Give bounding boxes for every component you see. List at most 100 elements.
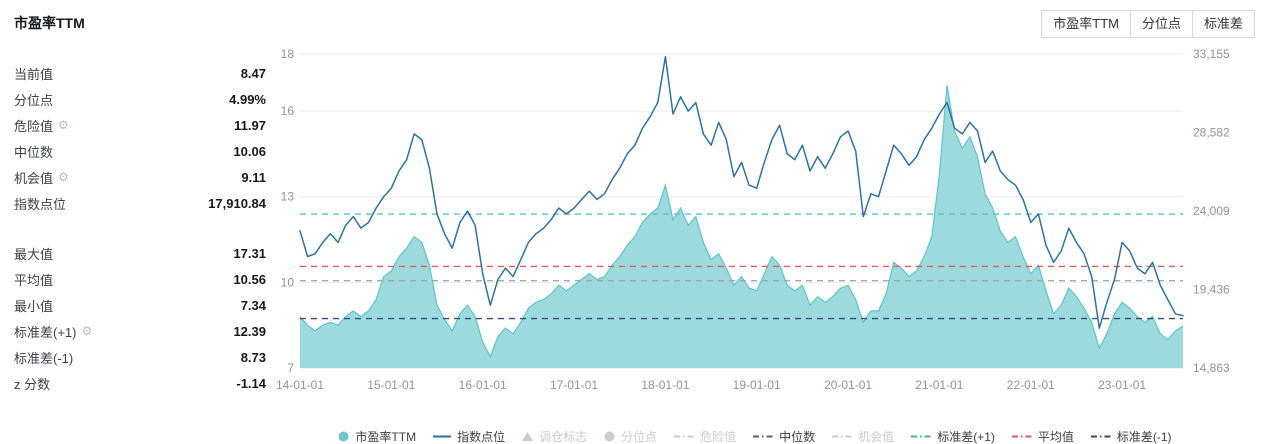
stat-group: 当前值 8.47 分位点 4.99% 危险值 ⚙ 11.97 中位数 10.06 机会值 ⚙ 9.11…	[14, 60, 266, 216]
index-line-series	[299, 56, 1184, 329]
stat-value: 10.06	[233, 143, 266, 159]
stat-value: -1.14	[236, 375, 266, 391]
svg-text:33,155: 33,155	[1193, 47, 1230, 61]
legend-item[interactable]: 机会值	[831, 428, 894, 444]
svg-text:28,582: 28,582	[1193, 126, 1230, 140]
line-marker-icon	[433, 435, 452, 437]
legend-label: 危险值	[700, 429, 737, 444]
page-title: 市盈率TTM	[14, 15, 85, 31]
metric-tab-group: 市盈率TTM 分位点 标准差	[1041, 10, 1255, 38]
stats-panel: 当前值 8.47 分位点 4.99% 危险值 ⚙ 11.97 中位数 10.06 机会值 ⚙ 9.11…	[14, 44, 266, 420]
x-axis: 14-01-01 15-01-01 16-01-01 17-01-01 18-01-01…	[276, 378, 1146, 392]
stat-label: 机会值	[14, 170, 54, 186]
legend-item[interactable]: 标准差(+1)	[910, 428, 995, 444]
svg-text:14,863: 14,863	[1193, 361, 1230, 375]
pe-area-series	[299, 85, 1184, 369]
stat-row: 分位点 4.99%	[14, 86, 266, 112]
svg-text:15-01-01: 15-01-01	[367, 378, 415, 392]
svg-text:24,009: 24,009	[1193, 204, 1230, 218]
svg-text:18: 18	[281, 47, 295, 61]
legend-label: 调仓标志	[539, 429, 588, 444]
stat-row: 机会值 ⚙ 9.11	[14, 164, 266, 190]
legend-label: 指数点位	[457, 429, 506, 444]
stat-row: z 分数 -1.14	[14, 370, 266, 396]
legend-item[interactable]: 市盈率TTM	[337, 428, 416, 444]
chart-legend: 市盈率TTM 指数点位 调仓标志 分位点 危险值 中位数 机会值 标准差(+1) 平均值 标准差(…	[254, 420, 1255, 444]
stat-label: 标准差(+1)	[14, 324, 77, 340]
svg-text:19-01-01: 19-01-01	[733, 378, 781, 392]
svg-text:23-01-01: 23-01-01	[1098, 378, 1146, 392]
triangle-marker-icon	[522, 431, 534, 441]
stat-row: 危险值 ⚙ 11.97	[14, 112, 266, 138]
legend-item[interactable]: 中位数	[752, 428, 815, 444]
stat-value: 4.99%	[229, 91, 266, 107]
stat-label: 标准差(-1)	[14, 350, 74, 366]
stat-group: 最大值 17.31 平均值 10.56 最小值 7.34 标准差(+1) ⚙ 12.39 标准差(…	[14, 240, 266, 396]
gear-icon[interactable]: ⚙	[58, 170, 69, 184]
legend-item[interactable]: 标准差(-1)	[1090, 428, 1172, 444]
chart-area: 7 10 13 16 18 14,863 19,436 24,009 28,582 33,155 1…	[266, 44, 1255, 420]
svg-text:13: 13	[281, 190, 295, 204]
svg-text:19,436: 19,436	[1193, 283, 1230, 297]
dash-marker-icon	[674, 435, 695, 437]
dash-marker-icon	[753, 435, 774, 437]
stat-label: 中位数	[14, 144, 54, 160]
legend-item[interactable]: 调仓标志	[521, 428, 587, 444]
dash-marker-icon	[832, 435, 853, 437]
main-content: 当前值 8.47 分位点 4.99% 危险值 ⚙ 11.97 中位数 10.06 机会值 ⚙ 9.11…	[14, 44, 1255, 420]
valuation-chart[interactable]: 71013161814,86319,43624,00928,58233,1551…	[266, 44, 1251, 398]
legend-label: 市盈率TTM	[355, 429, 417, 444]
svg-text:17-01-01: 17-01-01	[550, 378, 598, 392]
svg-text:14-01-01: 14-01-01	[276, 378, 324, 392]
reference-lines	[300, 213, 1183, 320]
legend-item[interactable]: 指数点位	[432, 428, 505, 444]
dash-marker-icon	[911, 435, 932, 437]
stat-value: 8.47	[240, 65, 266, 81]
tab-percentile[interactable]: 分位点	[1129, 10, 1193, 38]
stat-value: 12.39	[233, 323, 266, 339]
stat-value: 8.73	[240, 349, 266, 365]
stat-label: 平均值	[14, 272, 54, 288]
stat-label: 分位点	[14, 92, 54, 108]
circle-marker-icon	[604, 431, 615, 441]
stat-row: 中位数 10.06	[14, 138, 266, 164]
dash-marker-icon	[1090, 435, 1111, 437]
legend-item[interactable]: 危险值	[673, 428, 736, 444]
stat-value: 17.31	[233, 245, 266, 261]
legend-item[interactable]: 平均值	[1011, 428, 1074, 444]
legend-label: 标准差(+1)	[937, 429, 995, 444]
stat-label: 危险值	[14, 118, 54, 134]
legend-item[interactable]: 分位点	[603, 428, 657, 444]
stat-row: 最小值 7.34	[14, 292, 266, 318]
svg-text:16-01-01: 16-01-01	[459, 378, 507, 392]
stat-row: 平均值 10.56	[14, 266, 266, 292]
stat-row: 指数点位 17,910.84	[14, 190, 266, 216]
stat-row: 当前值 8.47	[14, 60, 266, 86]
tab-std-dev[interactable]: 标准差	[1191, 10, 1255, 38]
stat-label: z 分数	[14, 376, 51, 392]
svg-text:20-01-01: 20-01-01	[824, 378, 872, 392]
stat-value: 11.97	[234, 117, 266, 133]
svg-text:7: 7	[287, 361, 294, 375]
stat-value: 17,910.84	[208, 195, 266, 211]
y-axis-left: 7 10 13 16 18	[281, 47, 295, 375]
dash-marker-icon	[1011, 435, 1032, 437]
svg-text:18-01-01: 18-01-01	[641, 378, 689, 392]
legend-label: 标准差(-1)	[1116, 429, 1172, 444]
stat-label: 最大值	[14, 246, 54, 262]
svg-text:22-01-01: 22-01-01	[1007, 378, 1055, 392]
tab-pe-ttm[interactable]: 市盈率TTM	[1041, 10, 1131, 38]
svg-text:10: 10	[281, 275, 295, 289]
gear-icon[interactable]: ⚙	[58, 118, 69, 132]
stat-row: 标准差(+1) ⚙ 12.39	[14, 318, 266, 344]
gear-icon[interactable]: ⚙	[81, 324, 93, 338]
header: 市盈率TTM 市盈率TTM 分位点 标准差	[14, 10, 1255, 44]
svg-text:16: 16	[281, 104, 295, 118]
stat-row: 标准差(-1) 8.73	[14, 344, 266, 370]
stat-value: 7.34	[240, 297, 266, 313]
circle-marker-icon	[338, 431, 349, 441]
stat-label: 当前值	[14, 66, 54, 82]
y-axis-right: 14,863 19,436 24,009 28,582 33,155	[1193, 47, 1230, 375]
svg-text:21-01-01: 21-01-01	[915, 378, 963, 392]
